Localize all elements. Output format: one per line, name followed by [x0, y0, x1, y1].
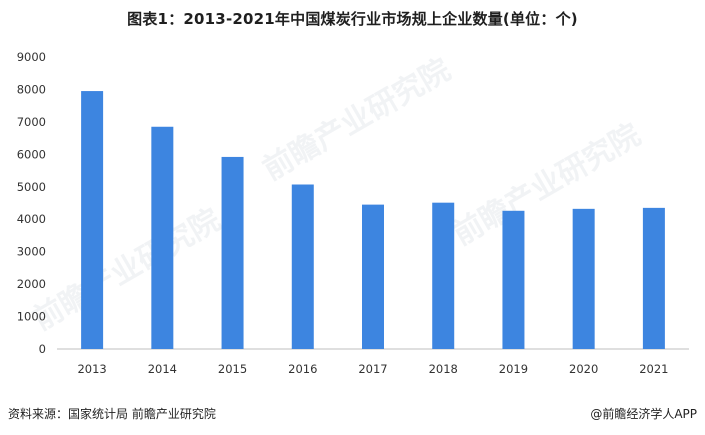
x-tick-label: 2020 — [569, 362, 598, 376]
bar-2021 — [642, 207, 665, 349]
x-tick-label: 2013 — [77, 362, 106, 376]
bar-2020 — [572, 208, 595, 349]
x-tick-label: 2017 — [358, 362, 387, 376]
x-tick-label: 2021 — [639, 362, 668, 376]
x-tick-label: 2019 — [499, 362, 528, 376]
bar-2016 — [291, 184, 314, 349]
bar-chart: 0 1000 2000 3000 4000 5000 6000 7000 8000 9000 20… — [17, 50, 689, 376]
x-tick-label: 2015 — [218, 362, 247, 376]
bars-group — [81, 91, 665, 350]
bar-2019 — [502, 210, 525, 349]
brand-credit: @前瞻经济学人APP — [590, 407, 697, 421]
y-tick-label: 9000 — [17, 50, 46, 64]
bar-2015 — [221, 156, 244, 349]
y-tick-label: 4000 — [17, 212, 46, 226]
source-note: 资料来源：国家统计局 前瞻产业研究院 — [8, 407, 216, 421]
x-axis: 2013 2014 2015 2016 2017 2018 2019 2020 2021 — [77, 362, 668, 376]
y-tick-label: 0 — [39, 342, 46, 356]
y-axis: 0 1000 2000 3000 4000 5000 6000 7000 8000 9000 — [17, 50, 46, 356]
y-tick-label: 3000 — [17, 245, 46, 259]
y-tick-label: 8000 — [17, 82, 46, 96]
bar-2018 — [432, 202, 455, 349]
chart-title: 图表1：2013-2021年中国煤炭行业市场规上企业数量(单位：个) — [127, 10, 578, 28]
y-tick-label: 6000 — [17, 147, 46, 161]
y-tick-label: 7000 — [17, 115, 46, 129]
bar-2013 — [81, 91, 104, 350]
bar-2017 — [362, 204, 384, 349]
y-tick-label: 2000 — [17, 277, 46, 291]
y-tick-label: 1000 — [17, 310, 46, 324]
x-tick-label: 2016 — [288, 362, 317, 376]
y-tick-label: 5000 — [17, 180, 46, 194]
x-tick-label: 2018 — [429, 362, 458, 376]
bar-2014 — [151, 126, 174, 349]
x-tick-label: 2014 — [148, 362, 177, 376]
